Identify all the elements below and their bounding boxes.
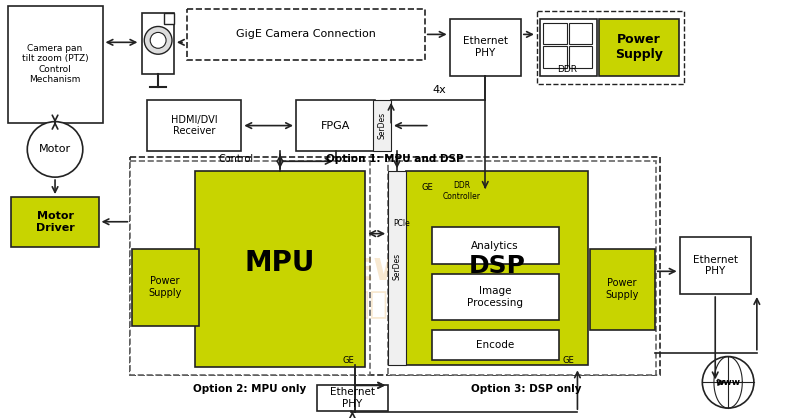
Bar — [9, 6, 102, 122]
Text: Option 3: DSP only: Option 3: DSP only — [470, 384, 581, 394]
Bar — [450, 18, 521, 76]
Text: FPGA: FPGA — [321, 121, 350, 130]
Bar — [147, 100, 242, 151]
Bar — [406, 171, 588, 365]
Bar — [164, 13, 174, 25]
Text: SerDes: SerDes — [393, 253, 402, 280]
Bar — [130, 157, 660, 375]
Bar — [599, 18, 678, 76]
Circle shape — [144, 26, 172, 54]
Bar — [679, 237, 751, 294]
Text: Camera pan
tilt zoom (PTZ)
Control
Mechanism: Camera pan tilt zoom (PTZ) Control Mecha… — [22, 44, 88, 84]
Text: Option 1: MPU and DSP: Option 1: MPU and DSP — [326, 154, 463, 164]
Bar — [569, 46, 592, 68]
Circle shape — [27, 122, 82, 177]
Bar — [432, 330, 558, 359]
Bar — [432, 274, 558, 320]
Bar — [569, 23, 592, 44]
Text: Analytics: Analytics — [471, 240, 519, 250]
Text: HDMI/DVI
Receiver: HDMI/DVI Receiver — [170, 115, 217, 136]
Text: GE: GE — [342, 356, 354, 365]
Text: Ethernet
PHY: Ethernet PHY — [462, 36, 508, 58]
Text: 4x: 4x — [433, 85, 446, 95]
Bar — [537, 10, 683, 84]
Bar — [542, 46, 566, 68]
Bar — [195, 171, 366, 367]
Text: www: www — [715, 378, 741, 387]
Text: Control: Control — [218, 154, 254, 164]
Text: Ethernet
PHY: Ethernet PHY — [330, 387, 375, 409]
Text: DDR: DDR — [558, 65, 578, 74]
Circle shape — [150, 33, 166, 48]
Bar — [540, 18, 598, 76]
Text: Option 2: MPU only: Option 2: MPU only — [193, 384, 306, 394]
Bar — [130, 157, 660, 375]
Text: Power
Supply: Power Supply — [615, 33, 663, 61]
Bar — [388, 161, 656, 375]
Text: EEW
电子世界: EEW 电子世界 — [333, 257, 408, 319]
Bar — [388, 171, 406, 365]
Text: PCIe: PCIe — [393, 219, 410, 228]
Text: GE: GE — [562, 356, 574, 365]
Bar — [542, 23, 566, 44]
Bar — [432, 227, 558, 264]
Bar — [130, 161, 370, 375]
Text: Encode: Encode — [476, 340, 514, 350]
Bar — [142, 13, 174, 74]
Text: SerDes: SerDes — [378, 112, 386, 139]
Bar — [132, 249, 198, 326]
Text: Power
Supply: Power Supply — [606, 278, 638, 300]
Bar — [296, 100, 375, 151]
Text: GE: GE — [422, 183, 434, 191]
Text: DSP: DSP — [469, 255, 526, 278]
Bar — [374, 100, 391, 151]
Bar — [317, 385, 388, 411]
Text: Motor
Driver: Motor Driver — [36, 211, 74, 232]
Bar — [590, 249, 654, 330]
Text: Image
Processing: Image Processing — [467, 286, 523, 308]
Text: Motor: Motor — [39, 144, 71, 154]
Text: Power
Supply: Power Supply — [148, 276, 182, 298]
Text: MPU: MPU — [245, 250, 315, 278]
Bar — [187, 9, 425, 60]
Text: Ethernet
PHY: Ethernet PHY — [693, 255, 738, 276]
Bar — [11, 197, 98, 247]
Text: GigE Camera Connection: GigE Camera Connection — [236, 29, 376, 39]
Text: DDR
Controller: DDR Controller — [442, 181, 481, 201]
Circle shape — [702, 357, 754, 408]
